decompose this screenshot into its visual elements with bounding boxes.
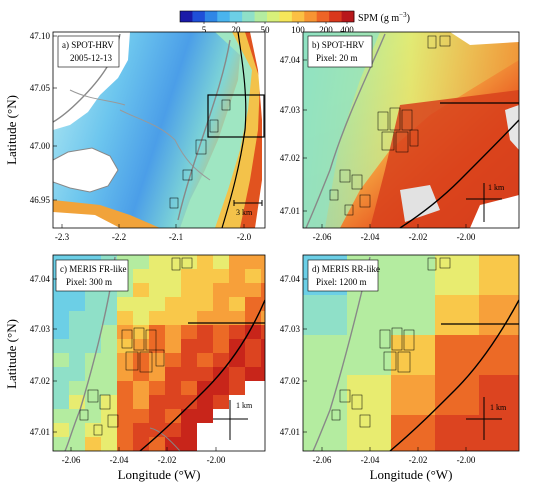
colorbar-swatch <box>316 11 330 22</box>
x-tick-label: -2.06 <box>62 455 81 465</box>
colorbar-swatch <box>204 11 218 22</box>
panel-b-pixel: Pixel: 20 m <box>316 53 358 63</box>
y-tick-label: 47.01 <box>30 427 50 437</box>
colorbar-swatch <box>291 11 305 22</box>
panel-b-scale-label: 1 km <box>488 183 505 192</box>
colorbar-swatch <box>180 11 193 22</box>
panel-c-pixel: Pixel: 300 m <box>66 277 112 287</box>
y-tick-label: 47.03 <box>280 105 301 115</box>
panel-a-scale-bar: 3 km <box>233 200 263 217</box>
y-tick-label: 47.03 <box>280 324 301 334</box>
y-tick-label: 47.04 <box>280 55 301 65</box>
y-tick-label: 47.02 <box>30 376 50 386</box>
y-axis-title-bottom: Latitude (°N) <box>4 319 19 389</box>
panel-b: b) SPOT-HRV Pixel: 20 m 1 km <box>302 31 520 229</box>
panel-a-title: a) SPOT-HRV <box>62 40 114 50</box>
x-tick-label: -2.1 <box>169 232 183 242</box>
colorbar-swatch <box>217 11 231 22</box>
colorbar-swatch <box>267 11 280 22</box>
colorbar-title: SPM (g m−3) <box>358 11 410 24</box>
x-tick-label: -2.02 <box>409 455 428 465</box>
panel-d: d) MERIS RR-like Pixel: 1200 m 1 km <box>302 254 520 452</box>
panel-b-title: b) SPOT-HRV <box>312 40 365 50</box>
colorbar-swatch <box>254 11 268 22</box>
panel-c-scale-label: 1 km <box>236 401 253 410</box>
colorbar-tick-label: 20 <box>232 25 242 35</box>
x-tick-label: -2.02 <box>158 455 177 465</box>
colorbar-tick-label: 200 <box>319 25 333 35</box>
colorbar-swatch <box>242 11 255 22</box>
colorbar-swatch <box>279 11 293 22</box>
y-tick-label: 47.02 <box>280 153 300 163</box>
colorbar-tick-label: 5 <box>202 25 207 35</box>
colorbar-tick-label: 400 <box>340 25 354 35</box>
colorbar-swatch <box>192 11 206 22</box>
panel-d-title: d) MERIS RR-like <box>312 264 380 274</box>
panel-a-date: 2005-12-13 <box>70 53 112 63</box>
y-tick-label: 47.02 <box>280 376 300 386</box>
panel-a-scale-label: 3 km <box>236 208 253 217</box>
x-tick-label: -2.04 <box>110 455 129 465</box>
colorbar: 5 20 50 100 200 400 <box>179 10 355 35</box>
y-tick-label: 47.03 <box>30 324 51 334</box>
y-tick-label: 47.05 <box>30 83 51 93</box>
x-tick-label: -2.04 <box>361 455 380 465</box>
x-tick-label: -2.0 <box>237 232 252 242</box>
x-tick-label: -2.00 <box>457 455 476 465</box>
x-axis-title-right: Longitude (°W) <box>370 467 453 482</box>
y-tick-label: 47.10 <box>30 31 51 41</box>
x-tick-label: -2.06 <box>313 232 332 242</box>
y-tick-label: 47.04 <box>30 274 51 284</box>
panel-d-scale-bar: 1 km <box>466 397 507 440</box>
x-tick-label: -2.3 <box>55 232 70 242</box>
panel-c-title: c) MERIS FR-like <box>60 264 127 274</box>
x-tick-label: -2.06 <box>313 455 332 465</box>
x-tick-label: -2.04 <box>361 232 380 242</box>
colorbar-swatch <box>304 11 318 22</box>
panel-c-scale-bar: 1 km <box>213 400 253 440</box>
colorbar-swatch <box>341 11 355 22</box>
y-axis-title-top: Latitude (°N) <box>4 95 19 165</box>
panel-c: c) MERIS FR-like Pixel: 300 m 1 km <box>52 254 266 452</box>
y-tick-label: 47.04 <box>280 274 301 284</box>
y-tick-label: 47.00 <box>30 141 51 151</box>
colorbar-swatch <box>329 11 342 22</box>
x-tick-label: -2.02 <box>409 232 428 242</box>
y-tick-label: 47.01 <box>280 206 300 216</box>
x-tick-label: -2.00 <box>457 232 476 242</box>
colorbar-swatch <box>229 11 243 22</box>
colorbar-tick-label: 50 <box>261 25 271 35</box>
x-tick-label: -2.00 <box>207 455 226 465</box>
panel-a: a) SPOT-HRV 2005-12-13 3 km <box>52 31 266 229</box>
y-tick-label: 47.01 <box>280 427 300 437</box>
panel-d-scale-label: 1 km <box>490 403 507 412</box>
colorbar-tick-label: 100 <box>291 25 305 35</box>
y-tick-label: 46.95 <box>30 195 51 205</box>
x-axis-title-left: Longitude (°W) <box>118 467 201 482</box>
x-tick-label: -2.2 <box>112 232 126 242</box>
panel-d-pixel: Pixel: 1200 m <box>316 277 367 287</box>
panel-b-scale-bar: 1 km <box>466 183 505 222</box>
